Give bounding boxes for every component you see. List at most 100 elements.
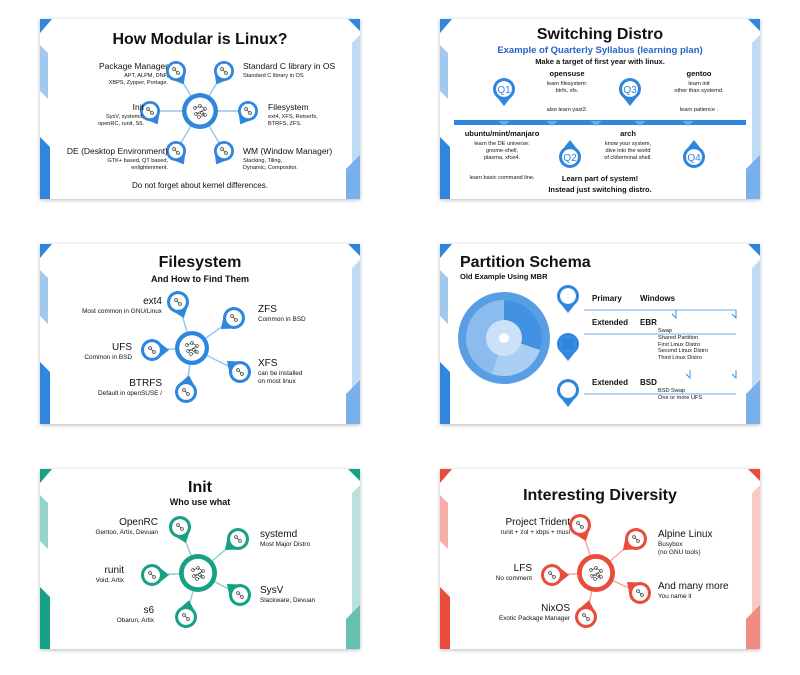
node-icon	[638, 591, 642, 595]
node-icon	[184, 615, 188, 619]
node-icon	[174, 149, 178, 153]
item-label: Standard C library in OS	[243, 61, 336, 71]
row-bracket	[685, 370, 691, 380]
edge-decoration	[40, 587, 50, 649]
edge-decoration	[40, 362, 50, 424]
pin-inner	[562, 149, 578, 165]
edge-decoration	[40, 45, 48, 99]
edge-decoration	[346, 605, 360, 649]
slide-partition-schema[interactable]: Partition Schema Old Example Using MBR P…	[440, 244, 760, 424]
pin-inner	[496, 81, 512, 97]
item-desc: Busybox (no GNU tools)	[658, 541, 701, 556]
disk-hub-center	[499, 333, 509, 343]
slide-subtitle: Example of Quarterly Syllabus (learning …	[497, 45, 703, 56]
corner-decoration	[440, 19, 452, 33]
step-name: gentoo	[686, 69, 712, 78]
edge-decoration	[440, 362, 450, 424]
partition-name: Windows	[640, 294, 676, 303]
node-icon	[186, 617, 190, 621]
slide-subtitle-2: Make a target of first year with linux.	[535, 57, 665, 66]
node-icon	[176, 523, 180, 527]
step-desc: learn the DE universe: gnome-shell, plas…	[474, 141, 530, 161]
network-icon	[193, 570, 204, 577]
node-icon	[182, 388, 186, 392]
node-icon	[552, 575, 556, 579]
step-desc: learn filesystem: btrfs, xfs.	[546, 81, 588, 94]
edge-decoration	[440, 270, 448, 324]
timeline-notch	[634, 121, 646, 126]
item-label: Filesystem	[268, 102, 309, 112]
slide-graphics	[40, 469, 360, 649]
node-icon	[176, 300, 180, 304]
slide-graphics	[40, 19, 360, 199]
slide-title: Switching Distro	[536, 26, 664, 43]
node-icon	[148, 346, 152, 350]
item-label: systemd	[260, 529, 298, 540]
step-note: learn patience .	[679, 107, 719, 113]
node-icon	[220, 147, 224, 151]
corner-decoration	[40, 244, 52, 258]
node-icon	[178, 302, 182, 306]
item-desc: runit + zol + xbps + musl	[500, 529, 570, 536]
quarter-label: Q2	[563, 153, 577, 164]
slide-interesting-diversity[interactable]: Interesting Diversity Project Trident ru…	[440, 469, 760, 649]
hub-inner	[179, 335, 205, 361]
item-desc: Void, Artix	[95, 577, 124, 584]
item-desc: APT, ALPM, DNF, XBPS, Zypper, Portage.	[108, 73, 168, 86]
edge-decoration	[440, 587, 450, 649]
node-icon	[246, 109, 250, 113]
partition-type: Primary	[592, 294, 622, 303]
item-label: SysV	[260, 585, 284, 596]
corner-decoration	[440, 244, 452, 258]
edge-decoration	[346, 380, 360, 424]
item-desc: Common in BSD	[258, 316, 306, 323]
item-label: OpenRC	[119, 517, 158, 528]
slide-graphics: Q1 Q2 Q3 Q4	[440, 19, 760, 199]
partition-name: BSD	[640, 378, 657, 387]
item-desc: can be installed on most linux	[258, 370, 303, 385]
node-icon	[176, 151, 180, 155]
node-icon	[182, 613, 186, 617]
slide-filesystem[interactable]: Filesystem And How to Find Them ext4 Mos…	[40, 244, 360, 424]
item-desc: Standard C library in OS	[243, 73, 304, 79]
node-icon	[584, 615, 588, 619]
item-label: UFS	[112, 342, 132, 353]
item-desc: ext4, XFS, Reiserfs, BTRFS, ZFS.	[268, 114, 318, 127]
item-label: XFS	[258, 358, 278, 369]
slide-graphics	[440, 244, 760, 424]
node-icon	[150, 573, 154, 577]
node-icon	[232, 316, 236, 320]
node-icon	[152, 350, 156, 354]
slide-title: Partition Schema	[460, 254, 591, 271]
item-label: Package Manager	[99, 61, 168, 71]
node-icon	[172, 67, 176, 71]
node-icon	[146, 107, 150, 111]
slide-subtitle: Who use what	[169, 497, 231, 507]
node-icon	[586, 617, 590, 621]
node-icon	[578, 523, 582, 527]
item-desc: Most common in GNU/Linux	[82, 308, 162, 315]
quarter-label: Q1	[497, 85, 511, 96]
slide-subtitle: Old Example Using MBR	[460, 272, 548, 281]
slide-title: Interesting Diversity	[523, 487, 677, 504]
item-label: BTRFS	[129, 378, 162, 389]
slide-init[interactable]: Init Who use what OpenRC Gentoo, Artix, …	[40, 469, 360, 649]
network-icon	[197, 115, 201, 119]
item-desc: Default in openSUSE /	[98, 390, 162, 397]
node-icon	[172, 147, 176, 151]
timeline-notch	[546, 121, 558, 126]
pin-inner	[560, 288, 576, 304]
pin-fill	[560, 336, 576, 352]
item-desc: SysV, systemd, openRC, runit, S6.	[97, 114, 144, 127]
step-desc: know your system, dive into the world of…	[604, 141, 652, 161]
node-icon	[222, 69, 226, 73]
edge-decoration	[346, 155, 360, 199]
slide-switching-distro[interactable]: Q1 Q2 Q3 Q4 Switching Distro Example of Qua…	[440, 19, 760, 199]
item-label: NixOS	[541, 603, 570, 614]
node-icon	[580, 525, 584, 529]
item-desc: Obarun, Artix	[116, 617, 154, 624]
slide-graphics	[440, 469, 760, 649]
node-icon	[184, 390, 188, 394]
edge-decoration	[440, 137, 450, 199]
slide-how-modular[interactable]: How Modular is Linux? Package Manager AP…	[40, 19, 360, 199]
